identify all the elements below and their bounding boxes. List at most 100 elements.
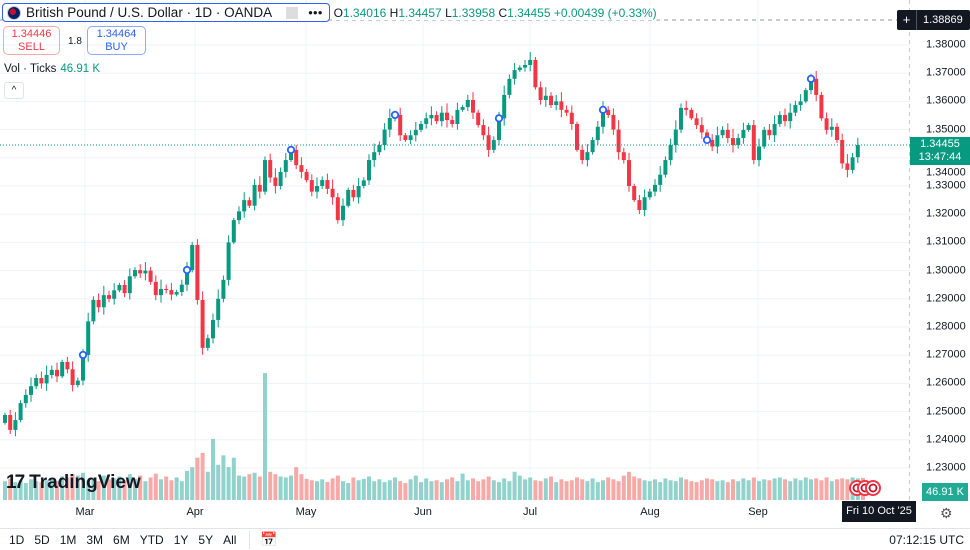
more-options-icon[interactable]: ●●● (308, 8, 323, 17)
price-tick: 1.35000 (926, 123, 966, 136)
crosshair-date-label: Fri 10 Oct '25 (842, 501, 916, 522)
volume-bar (460, 473, 465, 500)
volume-bar (512, 471, 517, 500)
volume-bar (18, 480, 23, 500)
candle-body (793, 105, 798, 113)
volume-bar (845, 479, 850, 500)
volume-bar (429, 481, 434, 500)
candle-body (65, 361, 70, 370)
volume-bar (647, 481, 652, 500)
volume-bar (549, 476, 553, 500)
candle-body (86, 321, 91, 355)
volume-bar (29, 479, 33, 500)
candle-body (122, 284, 127, 294)
candle-body (351, 189, 356, 198)
price-axis[interactable]: 1.38000 1.37000 1.36000 1.35000 1.34000 1.330… (910, 0, 970, 500)
plus-icon[interactable]: + (897, 10, 917, 30)
candle-body (621, 152, 626, 161)
candle-body (330, 188, 335, 198)
volume-bar (382, 482, 387, 500)
dividend-marker (806, 74, 816, 83)
collapse-chevron-up-icon[interactable]: ^ (4, 82, 24, 99)
volume-bar (725, 482, 730, 500)
candle-body (694, 118, 699, 126)
candle-body (835, 126, 839, 141)
volume-bar (221, 455, 226, 500)
volume-legend[interactable]: Vol · Ticks 46.91 K (4, 63, 101, 75)
volume-bar (439, 482, 444, 500)
range-ytd[interactable]: YTD (139, 532, 164, 547)
volume-bar (346, 483, 351, 500)
candle-body (731, 138, 735, 146)
candle-body (23, 394, 28, 404)
symbol-legend[interactable]: British Pound / U.S. Dollar · 1D · OANDA… (2, 3, 330, 22)
volume-bar (595, 482, 600, 500)
volume-bar (658, 482, 663, 500)
candle-body (554, 101, 559, 106)
candle-body (231, 220, 236, 243)
candle-body (445, 112, 449, 121)
volume-bar (465, 480, 470, 500)
candle-body (91, 299, 96, 322)
market-status-icon[interactable] (286, 6, 299, 19)
volume-bar (205, 471, 210, 500)
candle-body (746, 125, 751, 130)
range-5y[interactable]: 5Y (198, 532, 214, 547)
candle-body (814, 78, 819, 95)
volume-bar (783, 479, 787, 500)
volume-bar (689, 481, 694, 500)
volume-bar (341, 481, 345, 500)
volume-bar (580, 479, 585, 500)
volume-bar (304, 478, 309, 500)
candle-body (216, 298, 221, 320)
volume-bar (190, 467, 195, 500)
candle-body (642, 197, 647, 210)
calendar-goto-icon[interactable]: 📅 (260, 531, 278, 547)
buy-button[interactable]: 1.34464 BUY (87, 26, 146, 55)
candle-body (101, 295, 106, 308)
range-6m[interactable]: 6M (113, 532, 130, 547)
volume-bar (335, 475, 340, 500)
settings-gear-icon[interactable]: ⚙ (940, 505, 953, 521)
volume-bar (705, 478, 709, 500)
candle-body (434, 114, 439, 122)
range-3m[interactable]: 3M (86, 532, 104, 547)
volume-bar (96, 481, 101, 500)
time-tick: Jul (522, 506, 538, 518)
economic-events[interactable] (849, 480, 881, 496)
volume-bar (424, 478, 429, 500)
volume-bar (528, 477, 533, 500)
volume-bar (720, 480, 725, 500)
volume-bar (684, 479, 689, 500)
volume-bar (13, 482, 18, 500)
range-1d[interactable]: 1D (9, 532, 25, 547)
volume-bar (554, 482, 559, 500)
volume-bar (819, 480, 824, 500)
volume-bar (788, 481, 793, 500)
volume-bar (663, 478, 668, 500)
volume-bar (413, 475, 418, 500)
volume-bar (231, 457, 236, 500)
range-1y[interactable]: 1Y (173, 532, 189, 547)
candle-body (153, 281, 158, 296)
volume-bar (403, 483, 408, 500)
volume-bar (91, 477, 96, 500)
candle-body (179, 284, 184, 293)
sell-button[interactable]: 1.34446 SELL (3, 26, 60, 55)
price-tick: 1.32000 (926, 207, 966, 220)
price-chart[interactable] (0, 0, 910, 500)
time-axis[interactable]: Mar Apr May Jun Jul Aug Sep (0, 503, 910, 521)
candle-body (320, 180, 325, 186)
candle-body (689, 109, 694, 119)
volume-bar (491, 480, 496, 500)
range-5d[interactable]: 5D (34, 532, 50, 547)
range-1m[interactable]: 1M (59, 532, 77, 547)
clock[interactable]: 07:12:15 UTC (889, 533, 964, 547)
volume-bar (133, 478, 137, 500)
tradingview-logo[interactable]: 17 TradingView (6, 472, 141, 493)
candle-body (18, 403, 23, 421)
volume-bar (564, 481, 569, 500)
volume-bar (127, 474, 132, 500)
dividend-marker (182, 265, 192, 275)
range-all[interactable]: All (223, 532, 237, 547)
